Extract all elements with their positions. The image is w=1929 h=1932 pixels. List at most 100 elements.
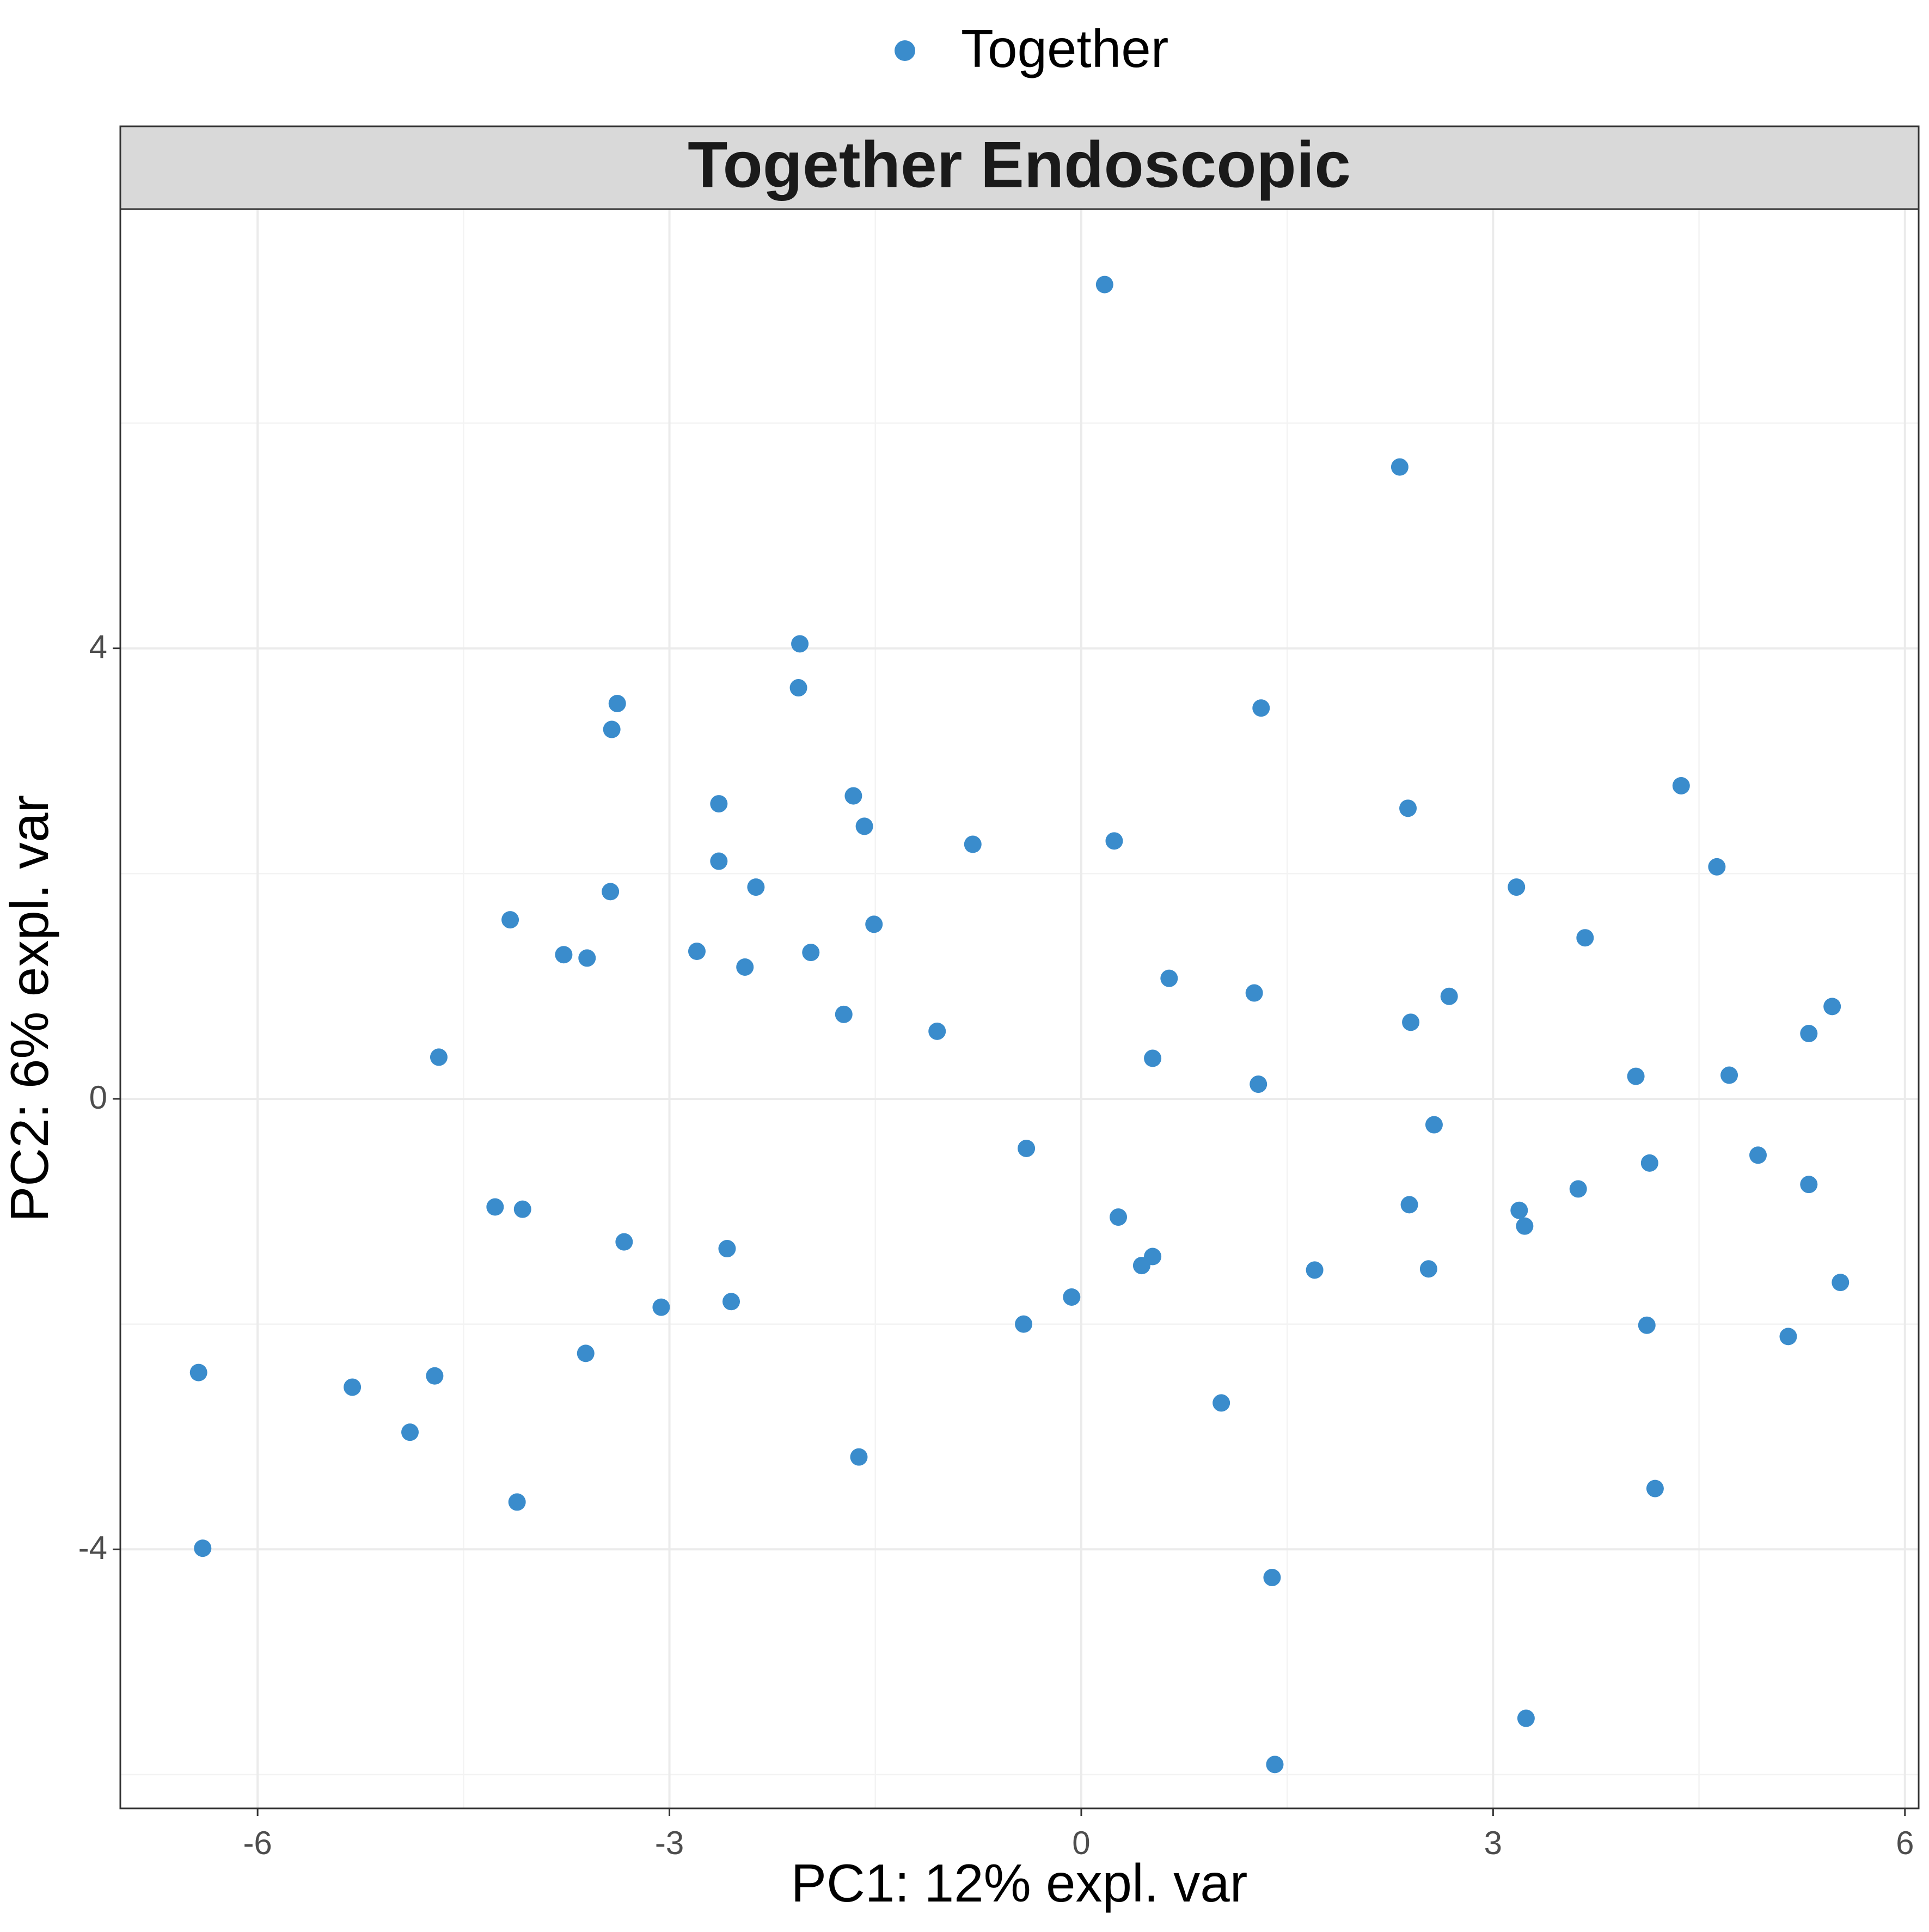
data-point <box>1823 998 1841 1016</box>
data-point <box>1160 969 1178 987</box>
data-point <box>835 1005 853 1023</box>
data-point <box>1800 1025 1818 1043</box>
data-point <box>1800 1176 1818 1194</box>
data-point <box>865 915 883 933</box>
data-point <box>688 943 706 961</box>
data-point <box>1105 832 1123 850</box>
legend: Together <box>895 19 1168 78</box>
data-point <box>1638 1316 1656 1334</box>
data-point <box>603 720 621 738</box>
facet-strip-background <box>119 125 1920 210</box>
data-point <box>401 1423 419 1441</box>
x-tick-label: -3 <box>655 1825 684 1861</box>
data-point <box>1391 458 1409 476</box>
data-point <box>577 1344 595 1362</box>
data-point <box>855 817 873 835</box>
data-point <box>1063 1288 1081 1306</box>
data-point <box>1263 1568 1281 1586</box>
data-point <box>608 694 626 712</box>
x-axis: -6 -3 0 3 6 <box>243 1808 1914 1861</box>
data-point <box>1510 1201 1528 1219</box>
data-point <box>710 795 728 813</box>
data-point <box>850 1448 868 1466</box>
data-point <box>1516 1217 1534 1235</box>
panel-background <box>120 209 1919 1808</box>
data-point <box>1250 1075 1267 1093</box>
data-point <box>508 1493 526 1511</box>
data-point <box>1576 929 1594 947</box>
data-point <box>736 958 754 976</box>
x-tick-label: 6 <box>1896 1825 1914 1861</box>
plot-panel <box>119 208 1920 1809</box>
data-point <box>1018 1139 1036 1157</box>
data-point <box>1212 1394 1230 1412</box>
data-point <box>430 1048 448 1066</box>
data-point <box>789 679 807 697</box>
data-point <box>1266 1756 1284 1774</box>
data-point <box>802 944 820 962</box>
data-point <box>194 1539 212 1557</box>
data-point <box>1110 1208 1128 1226</box>
data-point <box>844 787 862 805</box>
data-point <box>722 1293 740 1311</box>
y-axis: -4 0 4 <box>78 628 120 1566</box>
data-point <box>964 835 982 853</box>
data-point <box>1015 1315 1033 1333</box>
data-point <box>718 1240 736 1258</box>
data-point <box>1508 878 1526 896</box>
data-point <box>501 911 519 929</box>
data-point <box>1779 1328 1797 1346</box>
y-axis-title: PC2: 6% expl. var <box>0 795 59 1222</box>
data-point <box>1132 1257 1150 1275</box>
x-tick-label: 3 <box>1484 1825 1502 1861</box>
x-tick-label: 0 <box>1072 1825 1090 1861</box>
data-point <box>426 1367 444 1385</box>
data-point <box>513 1200 531 1218</box>
facet-strip-title: Together Endoscopic <box>688 129 1351 201</box>
panel-border <box>119 208 1920 1809</box>
data-point <box>1419 1260 1437 1278</box>
data-point <box>602 883 620 901</box>
data-point <box>1144 1049 1162 1067</box>
data-point <box>555 946 573 964</box>
data-point <box>1569 1180 1587 1198</box>
data-point <box>710 852 728 870</box>
data-point <box>928 1022 946 1040</box>
data-point <box>747 878 765 896</box>
facet-strip: Together Endoscopic <box>119 125 1920 210</box>
data-point <box>652 1298 670 1316</box>
legend-key-together <box>895 40 915 61</box>
data-point <box>1425 1116 1443 1134</box>
x-axis-title: PC1: 12% expl. var <box>791 1853 1248 1913</box>
data-point <box>1627 1067 1645 1085</box>
legend-label-together: Together <box>961 19 1168 78</box>
data-point <box>486 1198 504 1216</box>
y-tick-label: 0 <box>89 1079 107 1116</box>
data-point <box>344 1378 362 1396</box>
data-point <box>1400 1196 1418 1214</box>
data-point <box>791 635 809 653</box>
data-point <box>1720 1066 1738 1084</box>
x-tick-label: -6 <box>243 1825 272 1861</box>
data-point <box>1672 777 1690 794</box>
data-point <box>1252 699 1270 717</box>
data-point <box>615 1233 633 1251</box>
data-point <box>189 1364 207 1381</box>
data-point <box>1640 1154 1658 1172</box>
major-grid <box>120 209 1919 1808</box>
y-tick-label: -4 <box>78 1530 107 1566</box>
data-point <box>1399 799 1417 817</box>
data-points <box>189 276 1850 1774</box>
data-point <box>1517 1709 1535 1727</box>
data-point <box>1749 1146 1767 1164</box>
data-point <box>1245 984 1263 1002</box>
data-point <box>578 949 596 967</box>
y-tick-label: 4 <box>89 628 107 665</box>
data-point <box>1708 858 1726 876</box>
data-point <box>1440 987 1458 1005</box>
data-point <box>1402 1013 1420 1031</box>
data-point <box>1306 1261 1324 1279</box>
data-point <box>1646 1479 1664 1497</box>
